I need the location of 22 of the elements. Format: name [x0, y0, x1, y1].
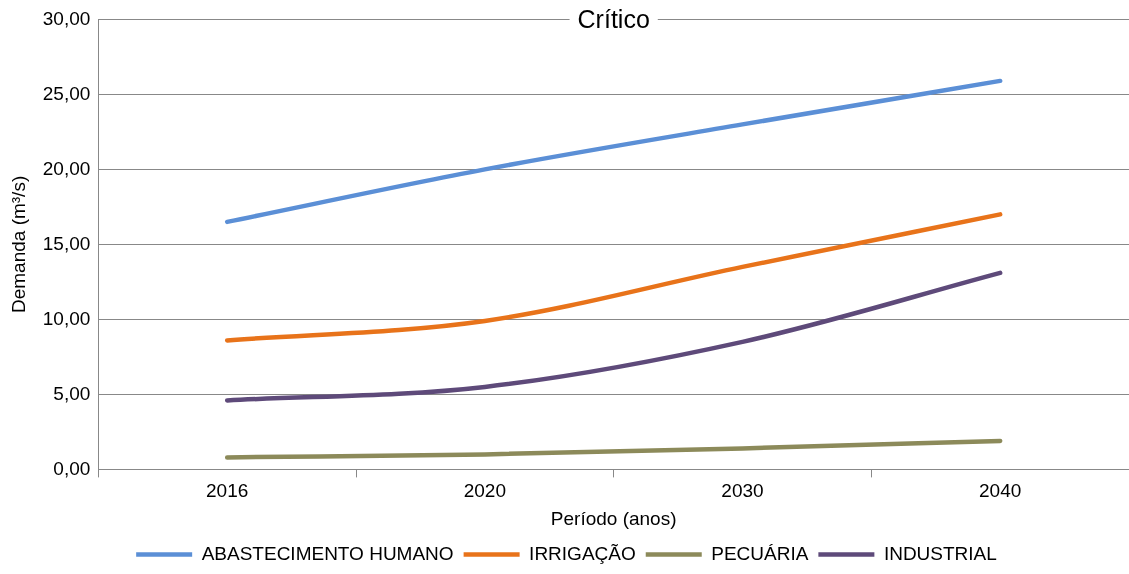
legend-label: IRRIGAÇÃO — [529, 542, 636, 564]
x-tick-label: 2020 — [463, 480, 506, 502]
y-tick-label: 0,00 — [53, 457, 91, 479]
line-series — [224, 212, 1003, 343]
y-tick-label: 20,00 — [42, 157, 91, 179]
x-tick-label: 2040 — [979, 480, 1022, 502]
y-tick-label: 30,00 — [42, 7, 91, 29]
x-axis-title: Período (anos) — [550, 507, 677, 529]
line-series — [224, 438, 1003, 460]
y-tick-label: 25,00 — [42, 82, 91, 104]
y-tick-label: 10,00 — [42, 307, 91, 329]
chart-title: Crítico — [577, 5, 650, 34]
y-axis-title: Demanda (m³/s) — [7, 175, 29, 314]
line-series — [224, 270, 1003, 403]
x-tick-label: 2016 — [206, 480, 249, 502]
y-tick-label: 15,00 — [42, 232, 91, 254]
legend-label: PECUÁRIA — [711, 542, 809, 564]
y-tick-label: 5,00 — [53, 382, 91, 404]
legend-label: ABASTECIMENTO HUMANO — [201, 542, 454, 564]
line-series — [224, 78, 1003, 225]
legend-label: INDUSTRIAL — [883, 542, 997, 564]
x-tick-label: 2030 — [721, 480, 764, 502]
